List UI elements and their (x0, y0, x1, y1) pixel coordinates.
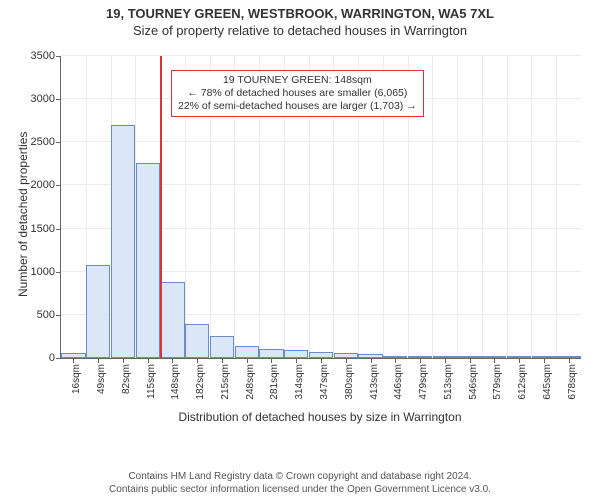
x-tick (296, 358, 297, 363)
y-tick-label: 0 (49, 352, 55, 364)
x-tick (569, 358, 570, 363)
gridline-vertical (457, 56, 458, 358)
y-tick (56, 229, 61, 230)
histogram-bar (185, 324, 209, 359)
x-tick-label: 612sqm (517, 364, 528, 400)
histogram-bar (86, 265, 110, 358)
x-tick (148, 358, 149, 363)
x-tick (346, 358, 347, 363)
x-tick (222, 358, 223, 363)
y-tick (56, 56, 61, 57)
x-tick-label: 546sqm (468, 364, 479, 400)
x-tick-label: 281sqm (269, 364, 280, 400)
y-tick (56, 358, 61, 359)
gridline-horizontal (61, 141, 581, 142)
reference-line (160, 56, 162, 358)
x-tick-label: 16sqm (71, 364, 82, 394)
gridline-horizontal (61, 55, 581, 56)
gridline-vertical (531, 56, 532, 358)
y-tick-label: 1500 (31, 223, 55, 235)
x-tick (271, 358, 272, 363)
x-tick (197, 358, 198, 363)
y-tick-label: 3000 (31, 93, 55, 105)
page-subtitle: Size of property relative to detached ho… (0, 21, 600, 42)
histogram-bar (284, 350, 308, 358)
x-tick-label: 645sqm (542, 364, 553, 400)
x-tick-label: 413sqm (369, 364, 380, 400)
x-tick (470, 358, 471, 363)
y-tick-label: 500 (37, 309, 55, 321)
x-tick (519, 358, 520, 363)
info-box: 19 TOURNEY GREEN: 148sqm← 78% of detache… (171, 70, 424, 117)
x-tick-label: 513sqm (443, 364, 454, 400)
y-tick-label: 2500 (31, 136, 55, 148)
histogram-bar (235, 346, 259, 358)
x-tick-label: 115sqm (146, 364, 157, 399)
x-tick (321, 358, 322, 363)
histogram-bar (259, 349, 283, 358)
x-tick-label: 579sqm (492, 364, 503, 400)
x-tick-label: 148sqm (170, 364, 181, 400)
gridline-vertical (432, 56, 433, 358)
x-tick (98, 358, 99, 363)
y-tick (56, 315, 61, 316)
x-tick-label: 182sqm (195, 364, 206, 400)
gridline-vertical (556, 56, 557, 358)
histogram-bar (111, 125, 135, 358)
x-tick (445, 358, 446, 363)
x-tick-label: 446sqm (393, 364, 404, 400)
footer-attribution: Contains HM Land Registry data © Crown c… (0, 470, 600, 496)
x-tick (73, 358, 74, 363)
x-tick (371, 358, 372, 363)
info-box-line: ← 78% of detached houses are smaller (6,… (178, 87, 417, 100)
x-tick-label: 248sqm (245, 364, 256, 400)
x-tick (494, 358, 495, 363)
plot-area: 050010001500200025003000350016sqm49sqm82… (60, 56, 581, 359)
x-tick (172, 358, 173, 363)
y-tick (56, 99, 61, 100)
y-axis-label: Number of detached properties (16, 132, 30, 297)
page-title: 19, TOURNEY GREEN, WESTBROOK, WARRINGTON… (0, 0, 600, 21)
x-tick (544, 358, 545, 363)
x-tick-label: 678sqm (567, 364, 578, 400)
y-tick-label: 1000 (31, 266, 55, 278)
x-tick-label: 314sqm (294, 364, 305, 400)
footer-line-2: Contains public sector information licen… (0, 483, 600, 496)
x-tick-label: 347sqm (319, 364, 330, 400)
gridline-vertical (482, 56, 483, 358)
x-tick (395, 358, 396, 363)
x-tick-label: 49sqm (96, 364, 107, 394)
x-axis-label: Distribution of detached houses by size … (170, 410, 470, 424)
y-tick-label: 2000 (31, 179, 55, 191)
x-tick-label: 82sqm (121, 364, 132, 394)
x-tick (247, 358, 248, 363)
histogram-chart: 0 500 1000 1500 2000 2500 3000 3500 16sqm 49sqm 82… (0, 46, 600, 446)
footer-line-1: Contains HM Land Registry data © Crown c… (0, 470, 600, 483)
histogram-bar (210, 336, 234, 358)
x-tick-label: 215sqm (220, 364, 231, 400)
y-tick (56, 185, 61, 186)
x-tick-label: 380sqm (344, 364, 355, 400)
y-tick (56, 272, 61, 273)
x-tick (123, 358, 124, 363)
y-tick (56, 142, 61, 143)
info-box-line: 22% of semi-detached houses are larger (… (178, 100, 417, 113)
y-tick-label: 3500 (31, 50, 55, 62)
info-box-line: 19 TOURNEY GREEN: 148sqm (178, 74, 417, 87)
x-tick-label: 479sqm (418, 364, 429, 400)
gridline-vertical (507, 56, 508, 358)
x-tick (420, 358, 421, 363)
histogram-bar (160, 282, 184, 358)
histogram-bar (136, 163, 160, 358)
